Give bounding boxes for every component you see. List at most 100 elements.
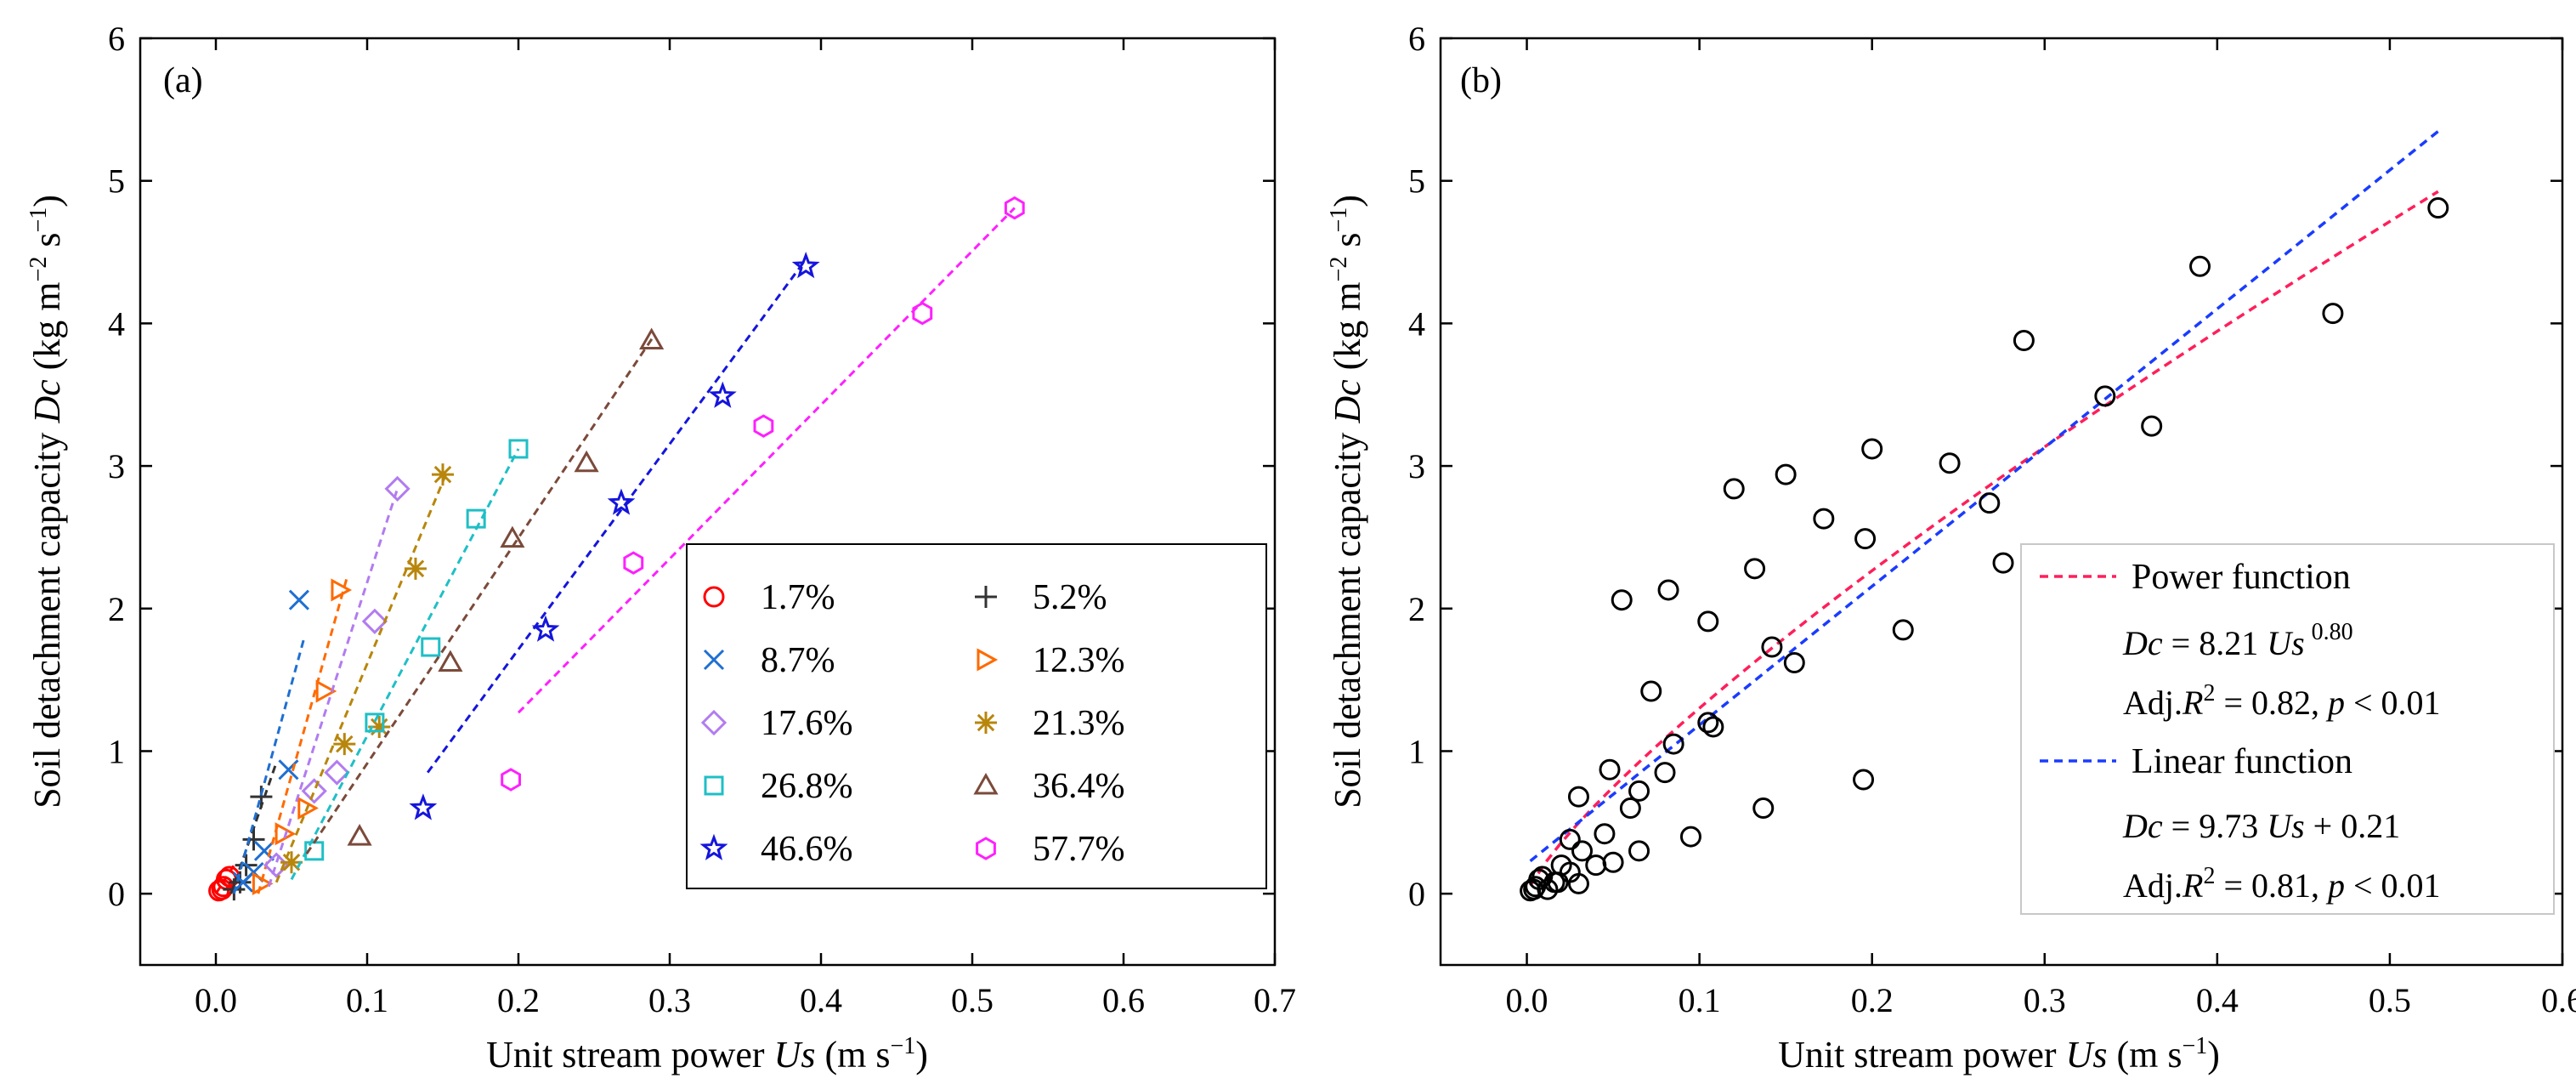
panel-a-y-tick-label: 2 <box>108 590 125 628</box>
fit-line-5-2pct <box>229 762 278 894</box>
data-point <box>1567 872 1589 894</box>
panel-b-x-axis-label: Unit stream power Us (m s−1) <box>1778 1033 2220 1075</box>
data-point-46-6pct <box>791 251 820 279</box>
data-point <box>1723 478 1745 500</box>
panel-a-y-tick-label: 0 <box>108 875 125 913</box>
data-point-21-3pct <box>432 463 454 486</box>
data-point <box>1979 492 2001 514</box>
data-point-17-6pct <box>361 608 388 634</box>
data-point <box>1939 452 1961 474</box>
data-point-17-6pct <box>324 759 350 786</box>
data-point <box>1697 610 1719 633</box>
data-point <box>1761 636 1783 658</box>
data-point-5-2pct <box>242 828 265 851</box>
data-point <box>1854 528 1877 550</box>
data-point <box>1611 589 1633 611</box>
data-point-21-3pct <box>280 851 303 874</box>
data-point <box>2427 197 2449 219</box>
legend-marker-57-7pct <box>976 837 996 860</box>
data-point-21-3pct <box>333 733 356 756</box>
data-point-26-8pct <box>466 508 486 529</box>
panel-b-x-tick-label: 0.4 <box>2196 981 2239 1019</box>
panel-b-x-tick-label: 0.5 <box>2369 981 2411 1019</box>
legend-marker-36-4pct <box>973 772 999 795</box>
data-point-26-8pct <box>365 712 385 733</box>
data-point-21-3pct <box>368 715 391 738</box>
legend-marker-26-8pct <box>704 775 724 796</box>
panel-a-y-tick-label: 6 <box>108 20 125 58</box>
fit-line-57-7pct <box>517 207 1016 714</box>
panel-b-label: (b) <box>1460 61 1502 100</box>
legend-marker-12-3pct <box>977 648 999 672</box>
data-point-57-7pct <box>623 551 644 575</box>
data-point-26-8pct <box>421 637 441 657</box>
panel-a-x-tick-label: 0.2 <box>497 981 540 1019</box>
data-point-57-7pct <box>753 414 774 438</box>
data-point <box>2189 255 2211 277</box>
data-point <box>2094 385 2116 407</box>
data-point-12-3pct <box>252 871 274 895</box>
fit-line-21-3pct <box>275 474 447 883</box>
data-point-36-4pct <box>347 824 372 846</box>
data-point <box>1654 762 1676 784</box>
panel-a-x-tick-label: 0.6 <box>1102 981 1145 1019</box>
legend-label-36-4pct: 36.4% <box>1033 767 1125 806</box>
panel-a-y-tick-label: 5 <box>108 162 125 201</box>
legend-label-26-8pct: 26.8% <box>761 767 853 806</box>
panel-b-y-tick-label: 5 <box>1408 162 1425 201</box>
panel-a-legend: 1.7% 5.2% 8.7% 12.3% 17.6% 21.3% 26.8% 36.4% 46.… <box>686 543 1267 889</box>
data-point <box>1775 463 1797 485</box>
fit-line-8-7pct <box>232 639 305 894</box>
panel-a-x-tick-label: 0.0 <box>195 981 237 1019</box>
panel-b-y-tick-label: 4 <box>1408 304 1425 343</box>
data-point-36-4pct <box>574 450 599 473</box>
data-point <box>2013 330 2035 352</box>
linear-function-stats: Adj.R2 = 0.81, p < 0.01 <box>2123 863 2441 905</box>
fit-line-17-6pct <box>267 488 399 888</box>
panel-b-y-tick-label: 6 <box>1408 20 1425 58</box>
panel-b-legend-box <box>2020 543 2555 915</box>
legend-marker-1-7pct <box>703 586 725 608</box>
data-point <box>1662 733 1684 755</box>
legend-marker-46-6pct <box>699 833 728 860</box>
data-point <box>1602 851 1624 873</box>
data-point <box>1619 797 1641 820</box>
panel-a-y-axis-label: Soil detachment capacity Dc (kg m−2 s−1) <box>25 195 68 809</box>
legend-label-17-6pct: 17.6% <box>761 704 853 743</box>
linear-function-equation: Dc = 9.73 Us + 0.21 <box>2122 807 2400 845</box>
fit-line-46-6pct <box>426 258 807 774</box>
panel-b-y-tick-label: 1 <box>1408 732 1425 770</box>
data-point <box>1599 758 1621 780</box>
data-point-12-3pct <box>331 578 353 602</box>
legend-power-function-label: Power function <box>2132 558 2351 597</box>
data-point <box>1892 619 1914 641</box>
panel-a-frame <box>139 37 1277 967</box>
data-point-57-7pct <box>1004 196 1025 220</box>
panel-b-y-tick-label: 0 <box>1408 875 1425 913</box>
power-function-equation: Dc = 8.21 Us 0.80 <box>2122 619 2353 662</box>
panel-b-y-tick-label: 3 <box>1408 447 1425 485</box>
data-point-8-7pct <box>278 759 299 780</box>
panel-b-frame <box>1439 37 2564 967</box>
panel-a-x-tick-label: 0.3 <box>648 981 691 1019</box>
data-point <box>1783 651 1805 673</box>
power-function-stats: Adj.R2 = 0.82, p < 0.01 <box>2123 680 2441 722</box>
data-point-8-7pct <box>288 589 309 610</box>
panel-b-x-tick-label: 0.1 <box>1679 981 1721 1019</box>
data-point <box>1559 828 1581 850</box>
data-point <box>1697 712 1719 734</box>
data-point-57-7pct <box>912 301 933 326</box>
legend-marker-17-6pct <box>700 709 728 736</box>
data-point <box>1594 823 1616 845</box>
data-point-46-6pct <box>409 793 438 820</box>
fit-line-12-3pct <box>257 575 349 894</box>
data-point <box>1567 786 1589 808</box>
data-point <box>1657 579 1679 601</box>
panel-b-y-tick-label: 2 <box>1408 590 1425 628</box>
data-point <box>1571 840 1594 862</box>
data-point-21-3pct <box>404 557 427 580</box>
data-point <box>1853 769 1875 791</box>
power-function-curve <box>1529 190 2439 887</box>
data-point <box>1992 552 2014 574</box>
panel-a-y-tick-label: 3 <box>108 447 125 485</box>
